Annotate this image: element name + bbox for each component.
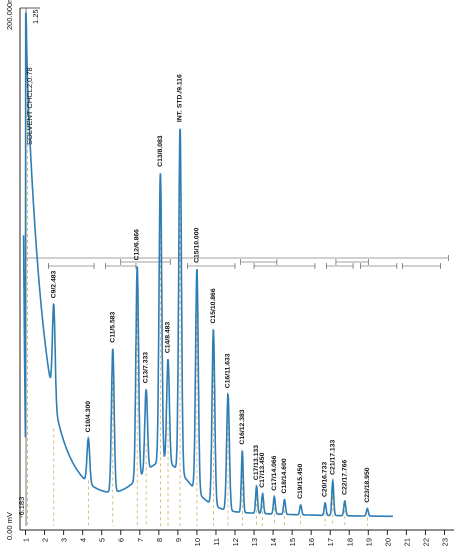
plot-frame (19, 7, 454, 531)
peak-label: C16/12.383 (239, 409, 246, 444)
baseline-label: -6.183 (17, 497, 26, 518)
peak-label: C13/7.333 (143, 352, 150, 384)
solvent-top-label: 1.25 (31, 9, 40, 24)
x-tick-label: 11 (212, 538, 221, 546)
bottom-left-scale-label: 0.00 mV (5, 512, 14, 540)
peak-label: C14/8.483 (165, 322, 172, 354)
x-axis-ticks: 1 2 3 4 5 6 7 8 9 10 11 12 13 14 15 16 17 18 19 20 21 22 23 (22, 530, 449, 546)
peak-label: C20/16.733 (322, 462, 329, 497)
x-tick-label: 5 (98, 538, 107, 542)
x-tick-label: 16 (307, 538, 316, 546)
peak-label: C23/18.950 (364, 467, 371, 502)
peak-label: C21/17.133 (329, 440, 336, 475)
x-tick-label: 4 (79, 538, 88, 542)
x-tick-label: 15 (288, 538, 297, 546)
x-tick-label: 19 (364, 538, 373, 546)
x-tick-label: 14 (269, 538, 278, 546)
x-tick-label: 21 (402, 538, 411, 546)
x-tick-label: 22 (421, 538, 430, 546)
x-tick-label: 13 (250, 538, 259, 546)
x-tick-label: 10 (193, 538, 202, 546)
peak-label: INT. STD./9.116 (177, 74, 184, 122)
peak-label: C11/5.583 (109, 311, 116, 342)
peak-label: C17/13.450 (259, 452, 266, 487)
peak-label: C12/6.866 (134, 229, 141, 261)
peak-label: C15/10.000 (193, 228, 200, 263)
signal-trace (22, 12, 393, 518)
peak-label: C18/14.600 (281, 458, 288, 493)
peak-label: C17/14.066 (271, 455, 278, 490)
x-tick-label: 3 (60, 538, 69, 542)
x-tick-label: 6 (117, 538, 126, 542)
x-tick-label: 8 (155, 538, 164, 542)
peak-labels: C9/2.483 C10/4.300 C11/5.583 C12/6.866 C13/7… (50, 74, 371, 503)
peak-label: C9/2.483 (50, 270, 57, 298)
peak-label: C16/11.633 (225, 353, 232, 388)
top-left-scale-label: 200.000mV (5, 0, 14, 30)
x-tick-label: 18 (345, 538, 354, 546)
x-tick-label: 2 (41, 538, 50, 542)
peak-label: C17/13.133 (253, 445, 260, 480)
peak-label: C13/8.083 (157, 135, 164, 167)
dashed-markers (27, 60, 368, 526)
peak-label: C15/10.866 (210, 288, 217, 323)
x-tick-label: 17 (326, 538, 335, 546)
x-tick-label: 20 (383, 538, 392, 546)
x-tick-label: 9 (174, 538, 183, 542)
peak-label: C19/15.450 (297, 464, 304, 499)
x-tick-label: 7 (136, 538, 145, 542)
x-tick-label: 23 (440, 538, 449, 546)
integration-intervals (25, 255, 449, 269)
x-tick-label: 1 (22, 538, 31, 542)
peak-label: C22/17.766 (341, 460, 348, 495)
solvent-peak-label: SOLVENT CHCL2,0.78 (25, 67, 34, 145)
peak-label: C10/4.300 (85, 401, 92, 433)
x-tick-label: 12 (231, 538, 240, 546)
